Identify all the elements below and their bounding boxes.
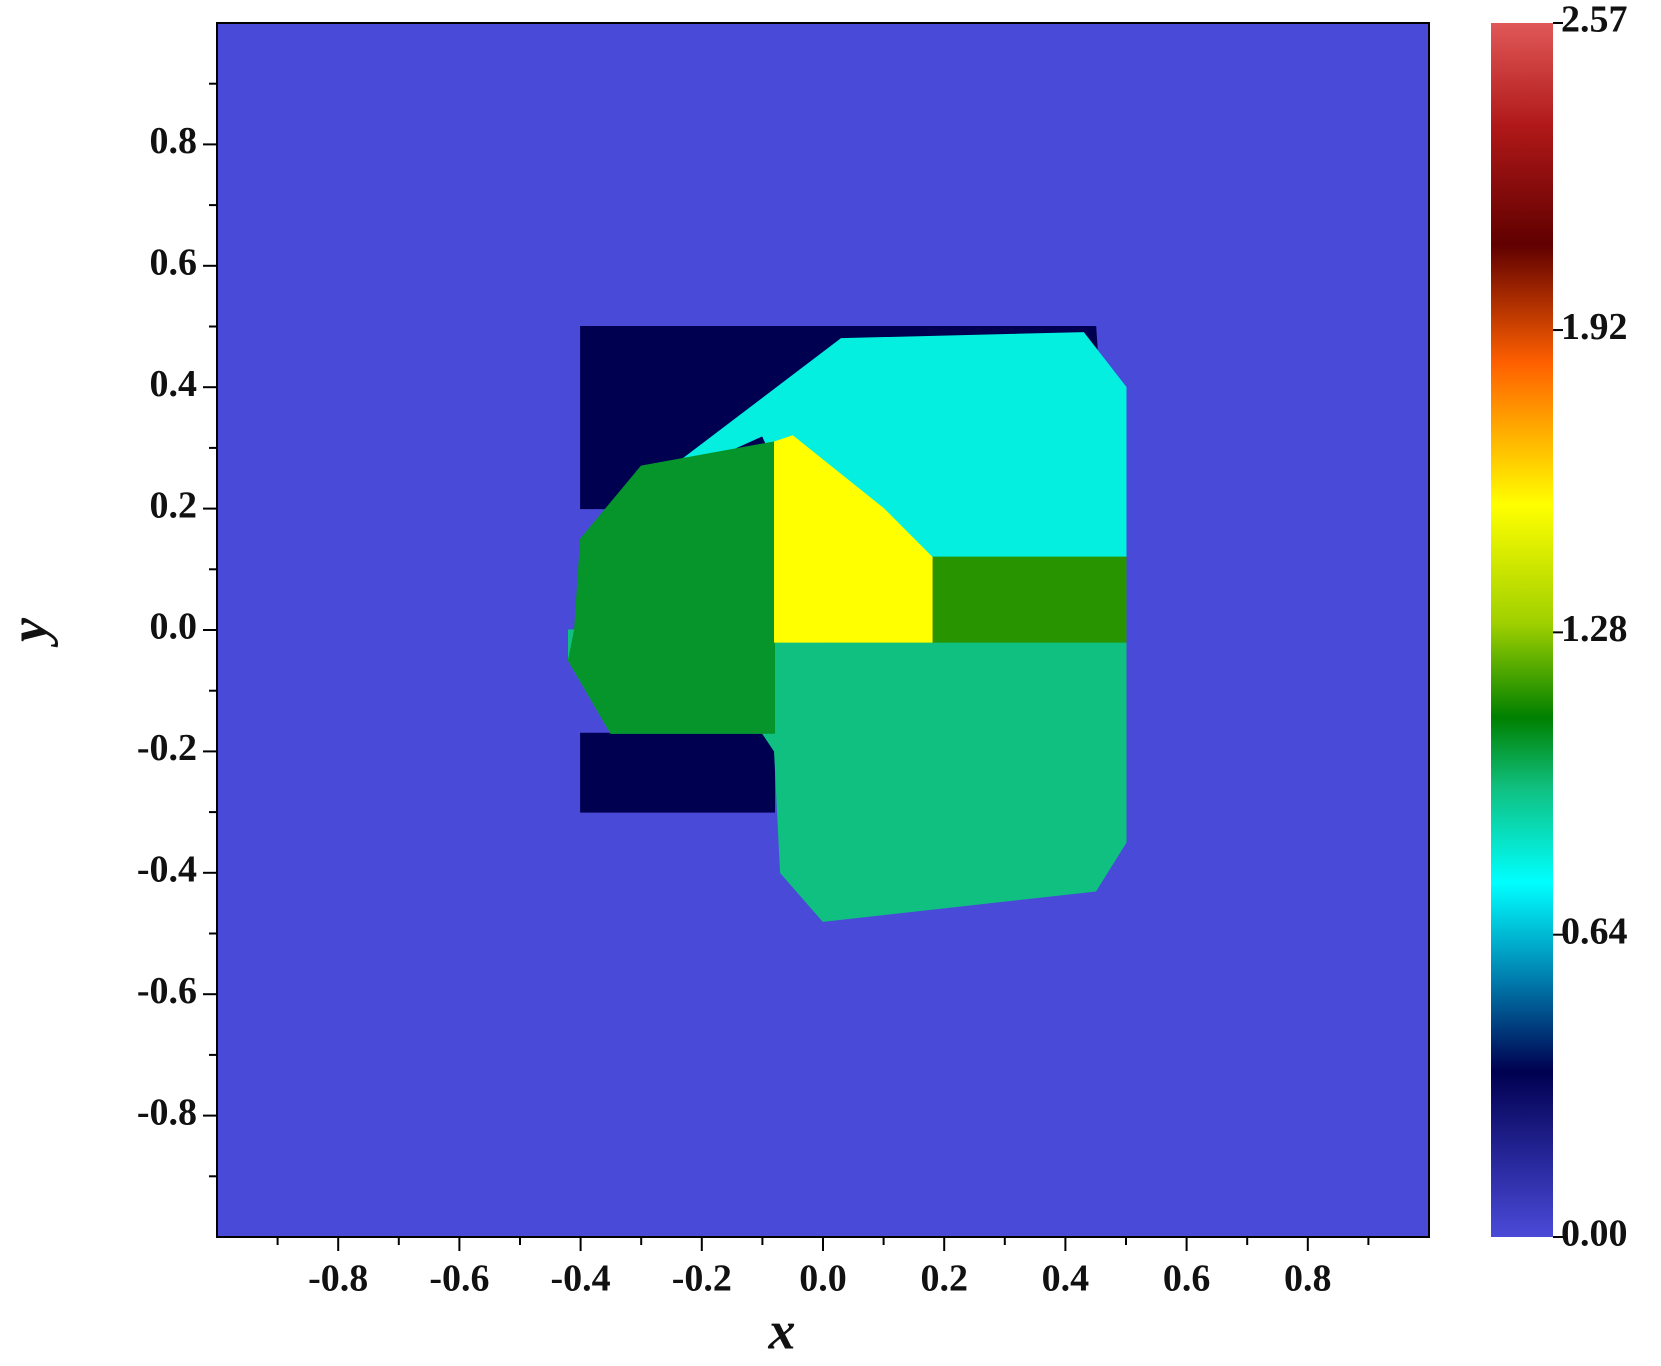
y-axis-label: y — [0, 617, 58, 648]
x-tick-label: 0.2 — [920, 1258, 968, 1300]
y-tick-label: 0.0 — [150, 606, 198, 648]
y-tick-label: 0.6 — [150, 242, 198, 284]
x-tick-label: 0.4 — [1042, 1258, 1090, 1300]
colorbar — [1491, 23, 1553, 1237]
field-region — [580, 732, 776, 813]
x-tick-label: -0.2 — [672, 1258, 732, 1300]
x-tick-label: -0.6 — [429, 1258, 489, 1300]
y-tick-label: 0.2 — [150, 484, 198, 526]
x-tick-label: -0.8 — [308, 1258, 368, 1300]
y-tick-label: 0.8 — [150, 120, 198, 162]
y-tick-label: 0.4 — [150, 363, 198, 405]
x-tick-label: 0.6 — [1163, 1258, 1211, 1300]
x-tick-label: -0.4 — [551, 1258, 611, 1300]
x-axis-label: x — [768, 1300, 796, 1360]
colorbar-tick-label: 0.00 — [1561, 1213, 1628, 1255]
field-region — [774, 435, 933, 643]
colorbar-tick-label: 1.92 — [1561, 306, 1628, 348]
x-tick-label: 0.8 — [1284, 1258, 1332, 1300]
y-tick-label: -0.4 — [137, 849, 197, 891]
y-tick-label: -0.6 — [137, 970, 197, 1012]
y-tick-label: -0.2 — [137, 727, 197, 769]
colorbar-tick-label: 1.28 — [1561, 608, 1628, 650]
colorbar-tick-label: 2.57 — [1561, 0, 1628, 41]
x-tick-label: 0.0 — [799, 1258, 847, 1300]
field-region — [567, 441, 776, 734]
colorbar-tick-label: 0.64 — [1561, 910, 1628, 952]
y-tick-label: -0.8 — [137, 1091, 197, 1133]
